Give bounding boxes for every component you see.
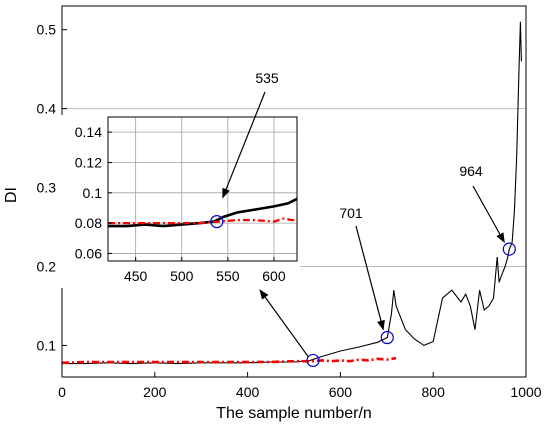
inset-y-tick-label: 0.14 — [75, 124, 102, 140]
inset-ticks: 450 500 550 600 0.06 0.08 0.1 0.12 0.14 — [75, 124, 286, 284]
inset-x-tick-label: 500 — [170, 268, 194, 284]
main-series — [61, 21, 522, 365]
inset-x-tick-label: 450 — [124, 268, 148, 284]
inset-series — [108, 197, 298, 228]
inset-series-line-dash-dot-red — [108, 217, 297, 225]
x-tick-label: 600 — [329, 384, 353, 400]
marker-circle — [380, 330, 394, 345]
y-tick-label: 0.3 — [37, 180, 57, 196]
annotation-label-964: 964 — [459, 163, 483, 179]
x-tick-label: 800 — [422, 384, 446, 400]
inset-marker-circle — [210, 214, 224, 229]
annotation-label-701: 701 — [339, 205, 363, 221]
x-tick-label: 0 — [58, 384, 66, 400]
main-ticks: 0 200 400 600 800 1000 0.1 0.2 0.3 0.4 0.5 — [37, 22, 542, 400]
inset-grid — [108, 117, 297, 261]
inset-y-tick-label: 0.08 — [75, 215, 102, 231]
x-axis-title: The sample number/n — [216, 405, 372, 422]
marker-circle — [502, 242, 516, 256]
annotation-arrow-535 — [222, 91, 266, 199]
inset-chart: 450 500 550 600 0.06 0.08 0.1 0.12 0.14 — [58, 115, 300, 288]
y-tick-label: 0.2 — [37, 258, 57, 274]
inset-plot-frame — [107, 116, 298, 262]
annotation-arrow-701 — [355, 225, 385, 331]
annotation-label-535: 535 — [255, 70, 279, 86]
annotation-arrow-964 — [472, 185, 505, 243]
inset-x-tick-label: 600 — [262, 268, 286, 284]
y-tick-label: 0.5 — [37, 22, 57, 38]
series-line-solid-black — [62, 21, 522, 365]
y-tick-label: 0.4 — [37, 101, 57, 117]
y-axis-title: DI — [3, 187, 20, 203]
marker-circle — [306, 353, 320, 368]
series-line-dash-dot-red — [61, 356, 397, 365]
inset-y-tick-label: 0.06 — [75, 245, 102, 261]
main-markers — [306, 242, 516, 368]
inset-x-tick-label: 550 — [216, 268, 240, 284]
inset-y-tick-label: 0.12 — [75, 154, 102, 170]
x-tick-label: 1000 — [510, 384, 541, 400]
x-tick-label: 200 — [143, 384, 167, 400]
inset-background — [58, 115, 300, 288]
x-tick-label: 400 — [236, 384, 260, 400]
y-tick-label: 0.1 — [37, 337, 57, 353]
inset-y-tick-label: 0.1 — [83, 185, 103, 201]
inset-markers — [210, 214, 224, 229]
inset-zoom-arrow — [259, 289, 309, 357]
annotations: 535 701 964 — [222, 70, 505, 357]
